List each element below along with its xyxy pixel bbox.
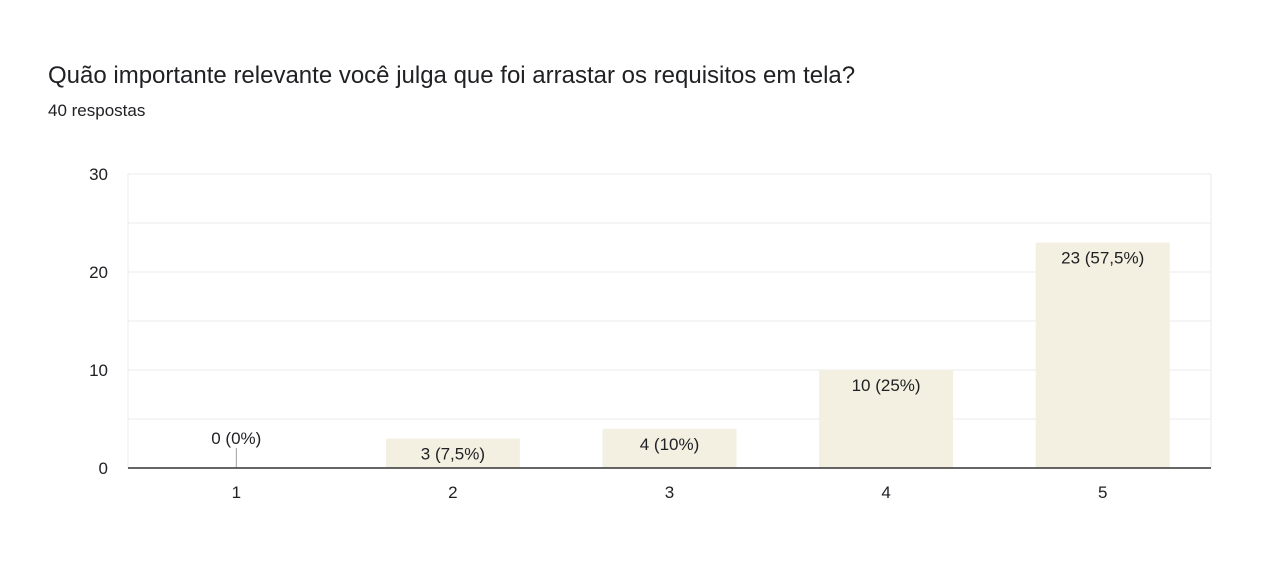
data-label-5: 23 (57,5%)	[1061, 249, 1144, 268]
bar-3	[602, 428, 737, 468]
grid-lines	[127, 173, 1212, 468]
data-label-3: 4 (10%)	[640, 435, 700, 454]
x-tick-label-2: 2	[448, 483, 457, 502]
bar-5	[1035, 242, 1170, 468]
y-tick-label-10: 10	[89, 361, 108, 380]
x-tick-label-1: 1	[232, 483, 241, 502]
x-tick-label-4: 4	[881, 483, 890, 502]
y-tick-label-0: 0	[99, 459, 108, 478]
bar-4	[819, 370, 954, 468]
x-tick-label-3: 3	[665, 483, 674, 502]
response-count: 40 respostas	[48, 101, 146, 120]
y-tick-label-30: 30	[89, 165, 108, 184]
data-labels: 0 (0%) 3 (7,5%) 4 (10%) 10 (25%) 23 (57,5%)	[211, 249, 1144, 464]
x-tick-label-5: 5	[1098, 483, 1107, 502]
data-label-1: 0 (0%)	[211, 429, 261, 448]
data-label-4: 10 (25%)	[852, 376, 921, 395]
y-tick-label-20: 20	[89, 263, 108, 282]
data-label-2: 3 (7,5%)	[421, 445, 485, 464]
bars	[235, 242, 1170, 468]
axes: 0 10 20 30 1 2 3 4 5	[89, 165, 1211, 502]
page-title: Quão importante relevante você julga que…	[48, 62, 856, 89]
bar-2	[385, 438, 520, 468]
